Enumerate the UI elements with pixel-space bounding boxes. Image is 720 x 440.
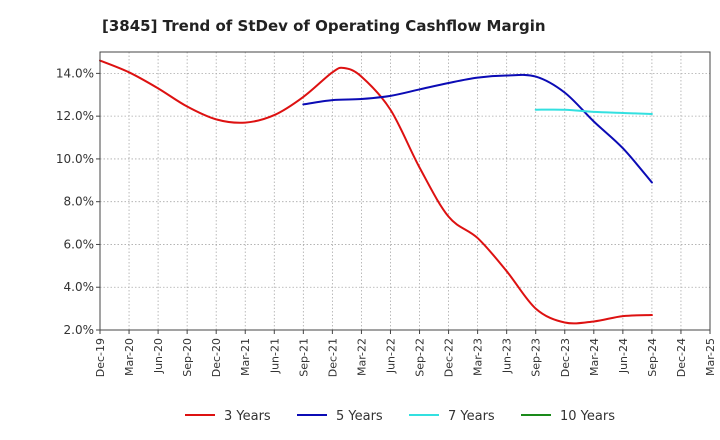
x-tick-label: Mar-23: [472, 338, 485, 376]
x-tick-label: Sep-22: [414, 338, 427, 377]
x-tick-label: Jun-20: [152, 338, 165, 374]
series-layer: [99, 59, 653, 325]
y-tick-label: 8.0%: [64, 195, 95, 209]
x-tick-label: Jun-23: [501, 338, 514, 374]
x-tick-label: Mar-20: [123, 338, 136, 376]
legend-label-3-years: 3 Years: [224, 409, 271, 424]
x-tick-label: Dec-24: [675, 338, 688, 377]
y-tick-label: 6.0%: [64, 237, 95, 251]
grid-layer: [100, 52, 710, 330]
x-tick-label: Dec-19: [94, 338, 107, 377]
x-tick-label: Mar-22: [355, 338, 368, 376]
x-tick-label: Dec-23: [559, 338, 572, 377]
x-tick-label: Dec-20: [210, 338, 223, 377]
x-tick-label: Sep-21: [297, 338, 310, 377]
series-line-7-years: [534, 108, 653, 116]
legend-label-5-years: 5 Years: [336, 409, 383, 424]
x-tick-label: Sep-24: [646, 338, 659, 377]
x-tick-label: Mar-25: [704, 338, 717, 376]
legend: 3 Years 5 Years 7 Years 10 Years: [185, 409, 615, 424]
chart-title: [3845] Trend of StDev of Operating Cashf…: [102, 17, 546, 35]
series-line-5-years: [302, 73, 653, 184]
x-tick-label: Mar-21: [239, 338, 252, 376]
legend-label-7-years: 7 Years: [448, 409, 495, 424]
x-tick-label: Dec-21: [326, 338, 339, 377]
x-tick-label: Mar-24: [588, 338, 601, 376]
x-tick-label: Jun-21: [268, 338, 281, 374]
x-tick-label: Jun-22: [384, 338, 397, 374]
x-tick-label: Sep-20: [181, 338, 194, 377]
y-tick-label: 4.0%: [64, 280, 95, 294]
y-tick-label: 10.0%: [56, 152, 94, 166]
series-line-3-years: [99, 59, 653, 325]
legend-label-10-years: 10 Years: [560, 409, 615, 424]
x-axis: Dec-19 Mar-20 Jun-20 Sep-20 Dec-20 Mar-21 Jun-…: [94, 330, 717, 377]
x-tick-label: Jun-24: [617, 338, 630, 374]
plot-frame: [99, 51, 711, 331]
y-axis: 2.0% 4.0% 6.0% 8.0% 10.0% 12.0% 14.0%: [56, 66, 100, 337]
x-tick-label: Sep-23: [530, 338, 543, 377]
y-tick-label: 12.0%: [56, 109, 94, 123]
y-tick-label: 2.0%: [64, 323, 95, 337]
x-tick-label: Dec-22: [443, 338, 456, 377]
y-tick-label: 14.0%: [56, 66, 94, 80]
